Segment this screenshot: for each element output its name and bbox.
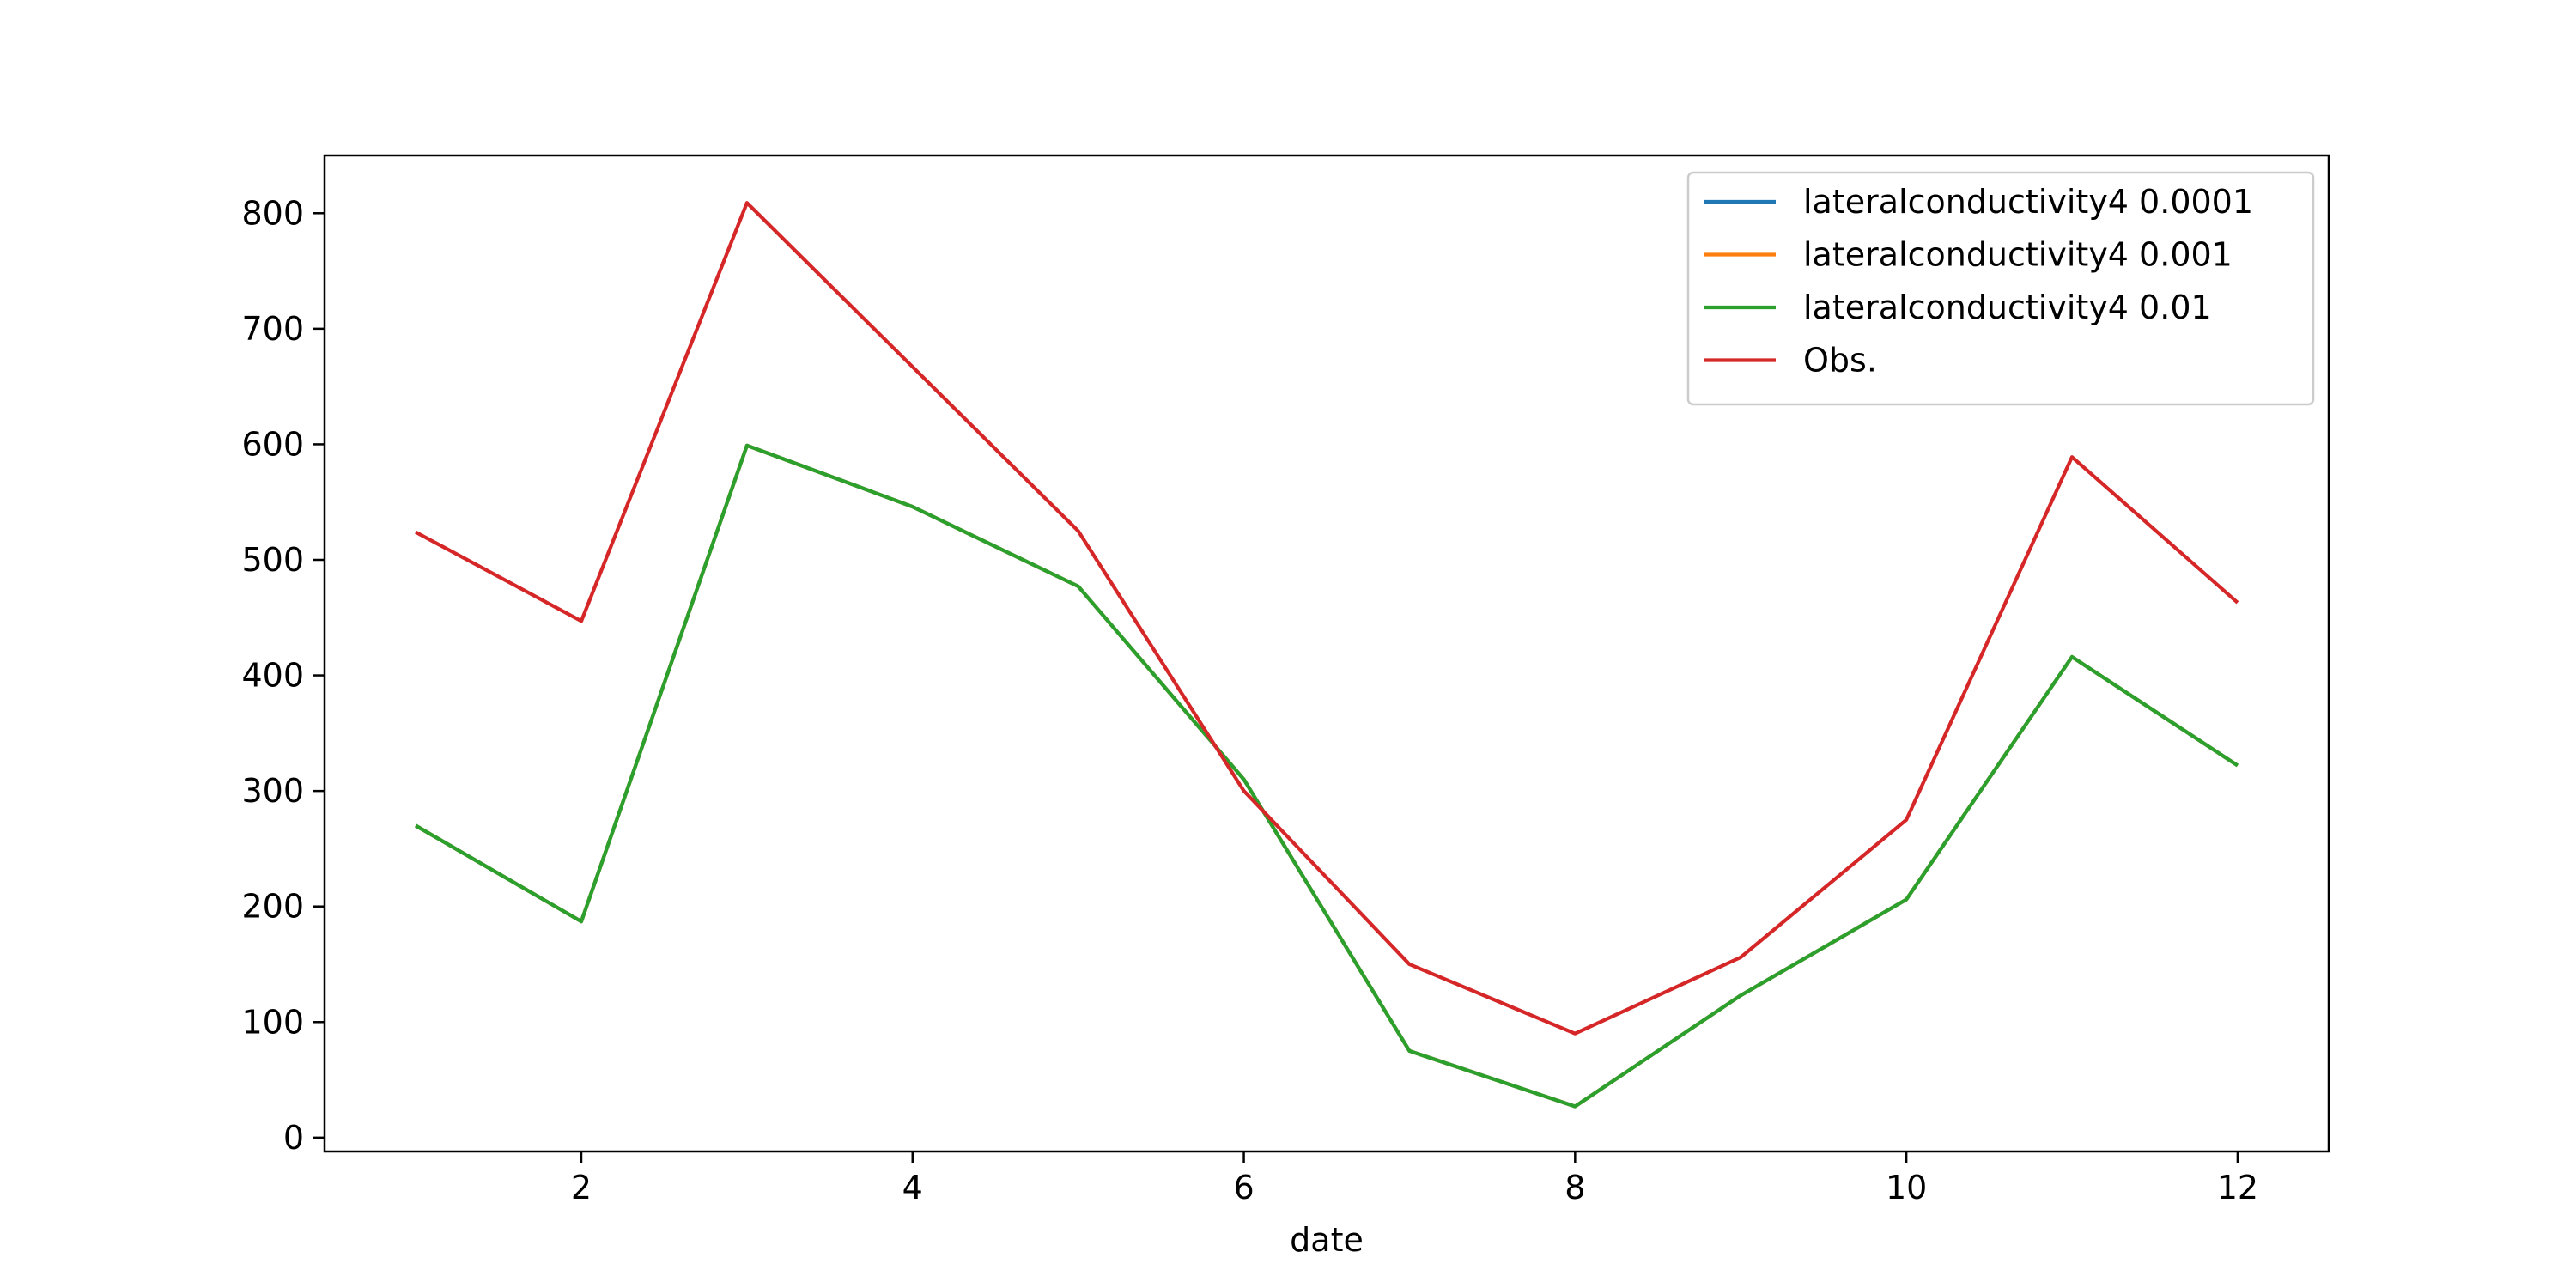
y-tick-label: 500 xyxy=(241,541,304,579)
x-tick-label: 8 xyxy=(1564,1169,1585,1206)
plot-frame xyxy=(323,154,2330,1153)
series-lines xyxy=(415,201,2239,1109)
y-axis: 0 100 200 300 400 500 600 700 800 xyxy=(241,194,325,1157)
y-tick-label: 0 xyxy=(283,1119,304,1157)
y-tick-label: 200 xyxy=(241,888,304,926)
x-tick-label: 4 xyxy=(902,1169,923,1206)
legend-label: lateralconductivity4 0.01 xyxy=(1803,289,2212,326)
y-tick-label: 600 xyxy=(241,425,304,463)
legend-box xyxy=(1686,171,2315,406)
y-tick-label: 300 xyxy=(241,772,304,810)
legend-label: lateralconductivity4 0.001 xyxy=(1803,236,2233,274)
y-tick-label: 700 xyxy=(241,310,304,348)
series-line-4 xyxy=(415,201,2239,1036)
x-tick-label: 6 xyxy=(1233,1169,1254,1206)
x-axis: 2 4 6 8 10 12 xyxy=(571,1151,2258,1206)
x-tick-label: 10 xyxy=(1886,1169,1927,1206)
legend-label: lateralconductivity4 0.0001 xyxy=(1803,183,2253,221)
y-tick-label: 400 xyxy=(241,657,304,695)
series-line-3 xyxy=(415,443,2239,1109)
y-tick-label: 800 xyxy=(241,194,304,232)
y-tick-label: 100 xyxy=(241,1003,304,1041)
legend-label: Obs. xyxy=(1803,342,1877,380)
x-tick-label: 2 xyxy=(571,1169,592,1206)
legend: lateralconductivity4 0.0001 lateralconduc… xyxy=(1686,171,2315,406)
x-tick-label: 12 xyxy=(2217,1169,2258,1206)
x-axis-label: date xyxy=(1290,1221,1364,1259)
